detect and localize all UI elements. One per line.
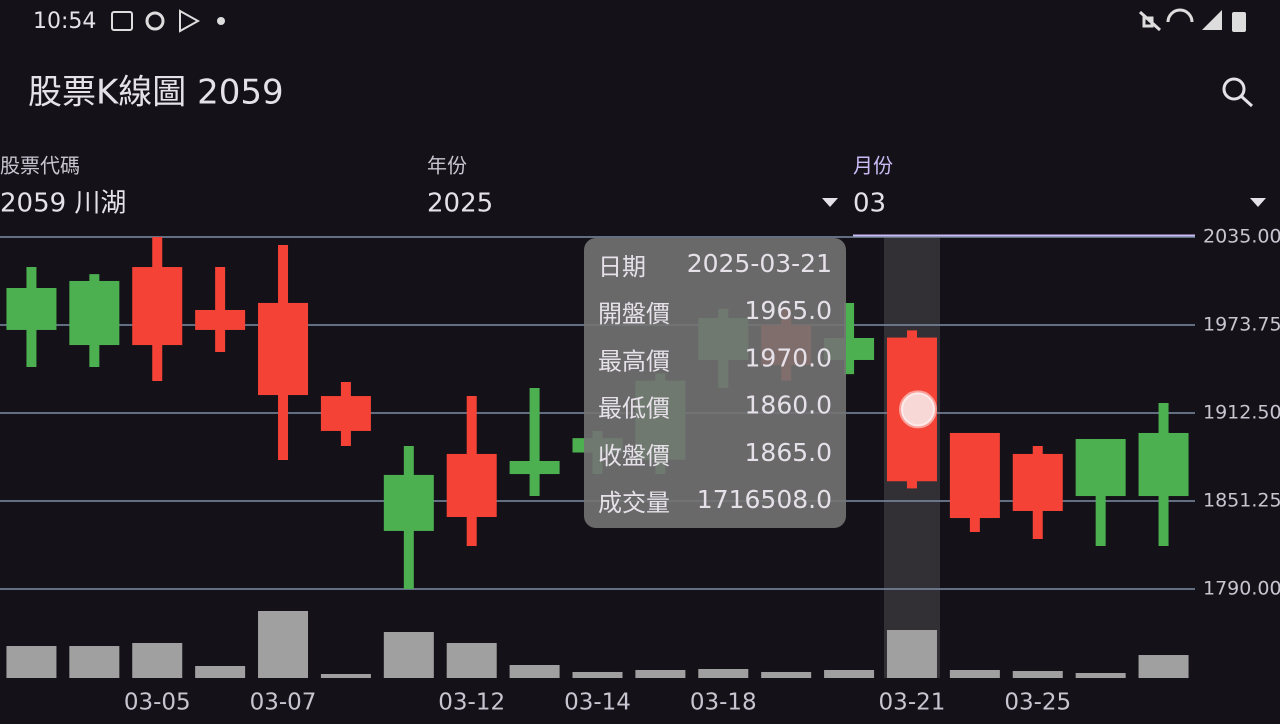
- y-tick-label: 1912.50: [1203, 402, 1280, 424]
- candle-body: [132, 267, 183, 346]
- candle-body: [1012, 453, 1063, 511]
- tooltip-value: 1865.0: [745, 438, 832, 467]
- tooltip-label: 收盤價: [598, 442, 670, 470]
- volume-bar: [69, 646, 120, 678]
- volume-bar: [1138, 655, 1189, 678]
- field-value[interactable]: 03: [853, 189, 886, 219]
- tooltip-label: 成交量: [598, 489, 670, 517]
- x-tick-label: 03-07: [250, 690, 317, 716]
- volume-bar: [572, 671, 623, 678]
- x-tick-label: 03-18: [690, 690, 757, 716]
- candle-body: [949, 432, 1000, 519]
- candle-body: [195, 309, 246, 330]
- y-tick-label: 1973.75: [1203, 314, 1280, 336]
- volume-bar: [1075, 672, 1126, 678]
- x-tick-label: 03-12: [438, 690, 505, 716]
- tooltip-value: 2025-03-21: [687, 249, 832, 278]
- y-tick-label: 1851.25: [1203, 490, 1280, 512]
- candle-body: [1075, 439, 1126, 497]
- candle-body: [258, 302, 309, 396]
- candle-body: [446, 453, 497, 518]
- status-icons: [111, 8, 1246, 33]
- dropdown-arrow[interactable]: [1250, 198, 1266, 207]
- tooltip-label: 日期: [598, 253, 646, 281]
- x-tick-label: 03-21: [879, 690, 946, 716]
- dropdown-arrow[interactable]: [822, 198, 838, 207]
- search-button[interactable]: [1222, 77, 1254, 108]
- selection-dot: [898, 390, 937, 429]
- volume-bar: [824, 670, 875, 678]
- volume-bar: [132, 642, 183, 678]
- field-label: 月份: [853, 154, 893, 178]
- volume-bar: [698, 668, 749, 678]
- tooltip-value: 1860.0: [745, 391, 832, 420]
- app-title: 股票K線圖 2059: [28, 73, 284, 113]
- tooltip: [584, 238, 846, 528]
- tooltip-value: 1970.0: [745, 343, 832, 372]
- volume-bar: [949, 670, 1000, 678]
- volume-bar: [446, 642, 497, 678]
- field-value[interactable]: 2025: [427, 189, 493, 219]
- candle-body: [509, 460, 560, 475]
- volume-bar: [761, 671, 812, 678]
- y-tick-label: 1790.00: [1203, 578, 1280, 600]
- x-tick-label: 03-05: [124, 690, 191, 716]
- candle-body: [383, 474, 434, 531]
- candle-body: [69, 280, 120, 346]
- volume-bar: [886, 630, 937, 678]
- x-tick-label: 03-14: [564, 690, 631, 716]
- tooltip-label: 開盤價: [598, 300, 670, 328]
- y-tick-label: 2035.00: [1203, 226, 1280, 248]
- volume-bar: [383, 632, 434, 678]
- volume-bar: [635, 670, 686, 678]
- candle-body: [320, 396, 371, 431]
- volume-bar: [258, 611, 309, 678]
- volume-bar: [195, 666, 246, 678]
- field-value[interactable]: 2059 川湖: [0, 189, 126, 219]
- tooltip-value: 1716508.0: [697, 485, 832, 514]
- tooltip-value: 1965.0: [745, 296, 832, 325]
- volume-bar: [320, 674, 371, 678]
- volume-bar: [1012, 671, 1063, 678]
- tooltip-label: 最低價: [598, 395, 670, 423]
- candle-body: [1138, 432, 1189, 497]
- field-label: 股票代碼: [0, 154, 80, 178]
- x-tick-label: 03-25: [1004, 690, 1071, 716]
- candle-body: [6, 288, 57, 330]
- tooltip-label: 最高價: [598, 347, 670, 375]
- clock: 10:54: [33, 9, 96, 34]
- field-label: 年份: [427, 154, 467, 178]
- volume-bar: [6, 646, 57, 678]
- volume-bar: [509, 664, 560, 678]
